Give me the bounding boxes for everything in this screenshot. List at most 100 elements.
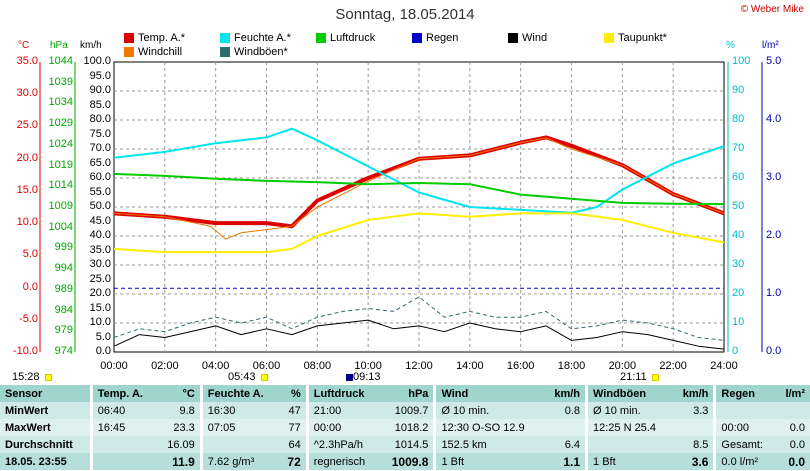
press-tick-label: 1009 [48, 200, 73, 212]
stats-cell [672, 419, 715, 436]
x-tick-label: 08:00 [303, 360, 332, 372]
stats-cell: 11.9 [172, 454, 195, 469]
legend-label: Taupunkt* [618, 32, 667, 44]
rain-tick-label: 2.0 [766, 229, 782, 241]
stats-cell: 00:00 [305, 419, 380, 436]
stats-header: Temp. A. [89, 385, 157, 402]
legend-swatch [316, 33, 326, 43]
legend-swatch [124, 47, 134, 57]
stats-row: MinWert 06:40 9.8 16:30 47 21:00 1009.7 … [0, 402, 810, 419]
press-tick-label: 1014 [48, 179, 73, 192]
press-tick-label: 1024 [48, 137, 73, 150]
wind-tick-label: 65.0 [89, 156, 111, 169]
noon-time: 09:13 [344, 371, 381, 383]
wind-tick-label: 45.0 [89, 214, 111, 227]
rain-tick-label: 0.0 [766, 345, 782, 357]
stats-cell: 64 [288, 438, 301, 451]
hum-tick-label: 20 [732, 287, 745, 299]
stats-cell: 1 Bft [433, 453, 544, 470]
rain-unit: l/m² [762, 40, 779, 51]
legend-item: Windchill [124, 46, 182, 58]
stats-cell: Ø 10 min. [585, 402, 673, 419]
stats-cell: 47 [288, 404, 301, 417]
stats-cell: 0.0 l/m² [713, 453, 776, 470]
stats-cell: 0.0 [788, 454, 805, 469]
series-feuchte-a [113, 127, 725, 214]
row-label: MinWert [5, 404, 49, 417]
x-tick-label: 02:00 [151, 360, 179, 372]
wind-unit: km/h [80, 40, 102, 51]
press-tick-label: 1034 [48, 96, 73, 109]
legend-label: Temp. A.* [138, 32, 186, 44]
stats-cell: 0.0 [789, 438, 805, 451]
wind-tick-label: 40.0 [89, 229, 111, 241]
weather-chart [39, 61, 763, 353]
legend-swatch [220, 33, 230, 43]
press-tick-label: 1039 [48, 75, 73, 88]
stats-cell: 72 [287, 454, 301, 469]
wind-tick-label: 80.0 [89, 113, 111, 125]
stats-cell [585, 436, 673, 453]
temp-tick-label: -5.0 [19, 312, 38, 325]
wind-tick-label: 75.0 [89, 127, 111, 140]
sunrise-time: 05:43 [228, 371, 268, 383]
press-tick-label: 989 [54, 282, 73, 295]
temp-tick-label: 20.0 [16, 151, 38, 164]
press-tick-label: 999 [54, 241, 73, 254]
wind-tick-label: 95.0 [89, 69, 111, 82]
stats-cell [776, 402, 810, 419]
stats-row: Durchschnitt 16.09 64 ^2.3hPa/h 1014.5 1… [0, 436, 810, 453]
stats-header: km/h [554, 387, 581, 400]
stats-cell: 07:05 [199, 419, 279, 436]
legend-label: Luftdruck [330, 32, 376, 44]
stats-cell: ^2.3hPa/h [305, 436, 380, 453]
press-tick-label: 1044 [48, 55, 73, 67]
legend-swatch [604, 33, 614, 43]
stats-cell: 21:00 [305, 402, 380, 419]
press-tick-label: 1019 [48, 158, 73, 171]
legend-swatch [124, 33, 134, 43]
series-wind [113, 319, 725, 350]
stats-header: Sensor [5, 387, 43, 400]
legend-label: Feuchte A.* [234, 32, 291, 44]
stats-cell: 1018.2 [394, 421, 429, 434]
stats-cell: 9.8 [179, 404, 195, 417]
stats-header: l/m² [785, 387, 805, 400]
hum-tick-label: 70 [732, 142, 745, 154]
legend-swatch [220, 47, 230, 57]
stats-cell: 16:45 [89, 419, 157, 436]
row-label: 18.05. 23:55 [5, 455, 67, 468]
hum-tick-label: 90 [732, 84, 745, 96]
stats-header: km/h [682, 387, 709, 400]
stats-table: Sensor Temp. A. °C Feuchte A. % Luftdruc… [0, 385, 810, 470]
legend-item: Temp. A.* [124, 32, 185, 44]
legend-item: Windböen* [220, 46, 288, 58]
stats-cell: 1014.5 [394, 438, 429, 451]
temp-tick-label: 15.0 [16, 183, 38, 196]
legend-label: Regen [426, 32, 459, 44]
hum-tick-label: 40 [732, 229, 745, 241]
credit-label: © Weber Mike [740, 4, 804, 15]
stats-cell: 23.3 [173, 421, 195, 434]
wind-tick-label: 10.0 [89, 316, 111, 328]
series-luftdruck [113, 172, 725, 206]
legend-label: Wind [522, 32, 548, 44]
x-tick-label: 24:00 [710, 360, 738, 372]
stats-cell: regnerisch [305, 453, 380, 470]
legend-item: Feuchte A.* [220, 32, 291, 44]
x-tick-label: 12:00 [405, 360, 433, 372]
stats-header-row: Sensor Temp. A. °C Feuchte A. % Luftdruc… [0, 385, 810, 402]
wind-tick-label: 35.0 [89, 243, 111, 256]
hum-tick-label: 100 [732, 55, 751, 67]
press-tick-label: 994 [54, 262, 73, 275]
sunset-time: 21:11 [620, 371, 659, 383]
stats-header: hPa [408, 387, 429, 400]
stats-cell [544, 419, 587, 436]
press-tick-label: 974 [54, 345, 73, 357]
stats-cell: Ø 10 min. [433, 402, 544, 419]
temp-tick-label: 0.0 [22, 280, 38, 293]
x-tick-label: 16:00 [506, 360, 535, 372]
temp-unit: °C [18, 40, 30, 51]
wind-tick-label: 50.0 [89, 200, 111, 212]
wind-tick-label: 30.0 [89, 258, 111, 270]
